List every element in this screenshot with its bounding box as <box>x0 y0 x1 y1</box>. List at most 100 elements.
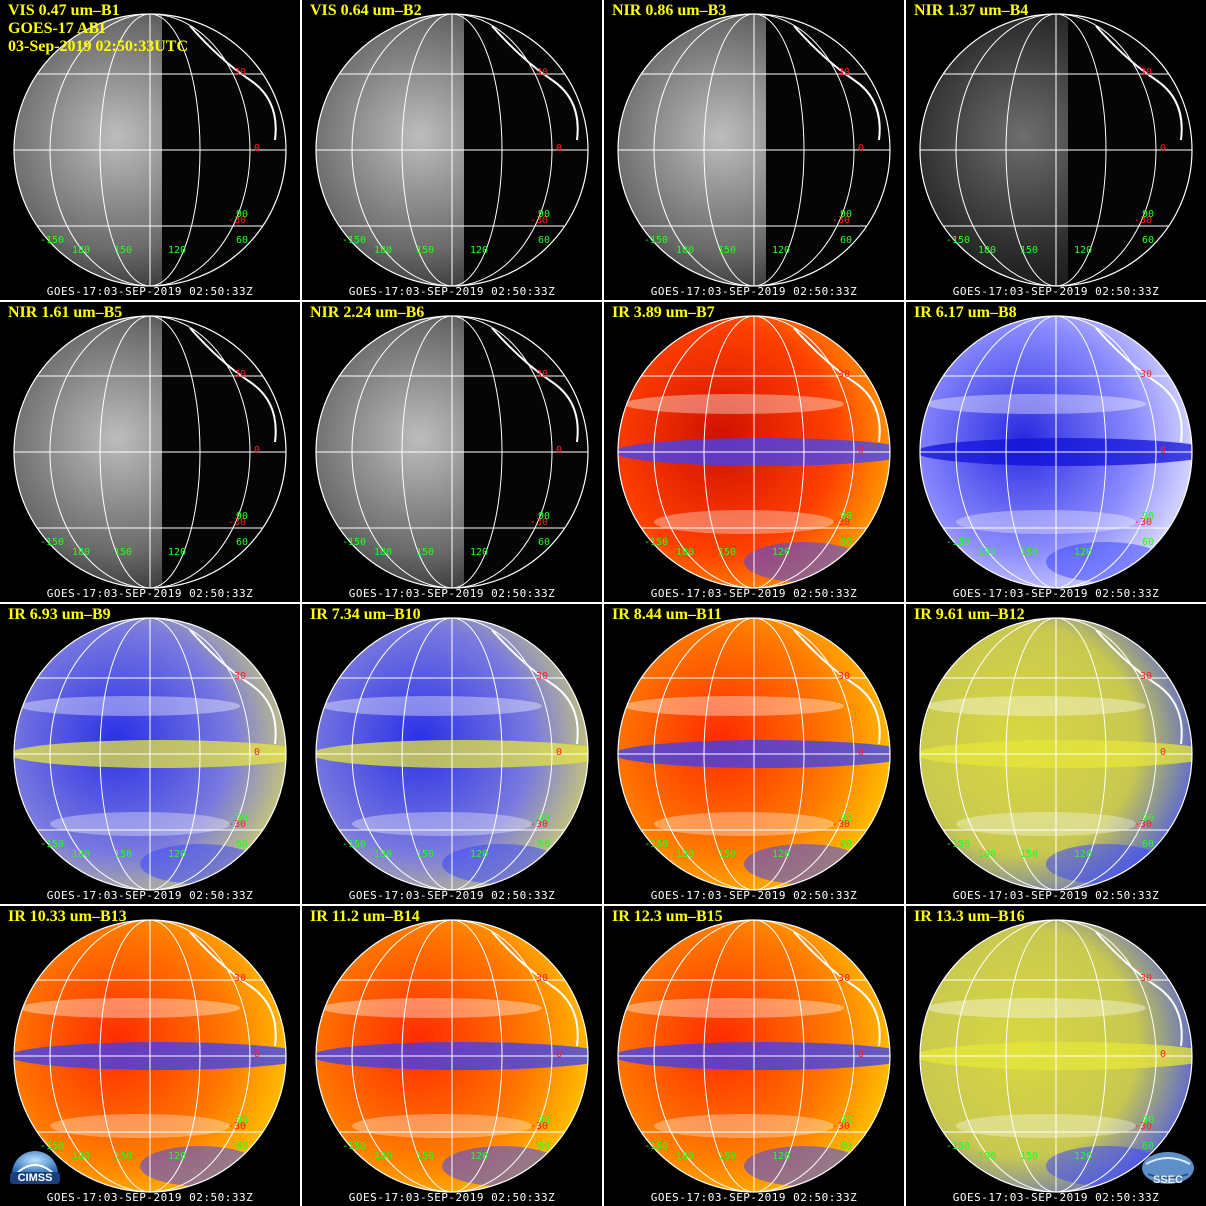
latitude-label: 30 <box>1140 67 1153 78</box>
longitude-label: 180 <box>676 1151 695 1162</box>
band-panel: IR 10.33 um–B13 30 0 -30 -150 180 150 120 60 90 GO… <box>0 905 301 1206</box>
latitude-label: 0 <box>254 143 261 154</box>
globe-image <box>315 13 589 287</box>
latitude-label: 0 <box>254 445 261 456</box>
latitude-label: 0 <box>858 445 865 456</box>
longitude-label: 90 <box>840 209 853 220</box>
timestamp-footer: GOES-17:03-SEP-2019 02:50:33Z <box>650 889 858 902</box>
longitude-label: 60 <box>840 1141 853 1152</box>
latitude-label: 30 <box>1140 973 1153 984</box>
longitude-label: 180 <box>978 1151 997 1162</box>
longitude-label: 90 <box>236 511 249 522</box>
longitude-label: 180 <box>676 245 695 256</box>
timestamp-footer: GOES-17:03-SEP-2019 02:50:33Z <box>46 285 254 298</box>
longitude-label: -150 <box>644 1141 669 1152</box>
band-panel: IR 9.61 um–B12 30 0 -30 -150 180 150 120 60 90 GOE… <box>905 603 1206 905</box>
longitude-label: 150 <box>416 1151 435 1162</box>
latitude-label: 0 <box>1160 143 1167 154</box>
latitude-label: 0 <box>254 1049 261 1060</box>
longitude-label: -150 <box>40 235 65 246</box>
band-title: VIS 0.64 um–B2 <box>310 2 422 19</box>
latitude-label: 30 <box>536 973 549 984</box>
latitude-label: -30 <box>1134 819 1153 830</box>
longitude-label: 60 <box>538 235 551 246</box>
timestamp-footer: GOES-17:03-SEP-2019 02:50:33Z <box>348 1191 556 1204</box>
longitude-label: -150 <box>342 839 367 850</box>
longitude-label: -150 <box>40 537 65 548</box>
longitude-label: 150 <box>718 245 737 256</box>
band-panel: IR 3.89 um–B7 30 0 -30 -150 180 150 120 60 90 GOES… <box>603 301 905 603</box>
band-title: IR 10.33 um–B13 <box>8 908 127 925</box>
longitude-label: 120 <box>168 245 187 256</box>
longitude-label: 150 <box>114 1151 133 1162</box>
band-panel: NIR 1.61 um–B5 30 0 -30 -150 180 150 120 60 90 GOE… <box>0 301 301 603</box>
latitude-label: -30 <box>832 1121 851 1132</box>
band-panel: VIS 0.47 um–B1 GOES-17 ABI 03-Sep-2019 02:… <box>0 0 301 301</box>
timestamp-footer: GOES-17:03-SEP-2019 02:50:33Z <box>650 587 858 600</box>
band-panel: NIR 0.86 um–B3 30 0 -30 -150 180 150 120 60 90 GOE… <box>603 0 905 301</box>
band-title: IR 7.34 um–B10 <box>310 606 421 623</box>
longitude-label: -150 <box>40 839 65 850</box>
band-title: IR 8.44 um–B11 <box>612 606 722 623</box>
latitude-label: -30 <box>1134 517 1153 528</box>
longitude-label: -150 <box>644 839 669 850</box>
longitude-label: 180 <box>374 849 393 860</box>
ssec-logo: SSEC <box>1140 1148 1196 1188</box>
globe-image <box>315 617 589 891</box>
longitude-label: 60 <box>1142 1141 1155 1152</box>
latitude-label: 30 <box>1140 369 1153 380</box>
cimss-logo: CIMSS <box>6 1134 64 1186</box>
longitude-label: 180 <box>72 245 91 256</box>
longitude-label: 180 <box>978 245 997 256</box>
longitude-label: -150 <box>644 235 669 246</box>
globe-image <box>617 919 891 1193</box>
latitude-label: -30 <box>832 215 851 226</box>
band-title: NIR 1.37 um–B4 <box>914 2 1029 19</box>
globe-image <box>13 315 287 589</box>
longitude-label: 180 <box>978 547 997 558</box>
longitude-label: 90 <box>236 1115 249 1126</box>
longitude-label: 120 <box>470 1151 489 1162</box>
band-title: IR 12.3 um–B15 <box>612 908 723 925</box>
latitude-label: 0 <box>858 143 865 154</box>
latitude-label: -30 <box>530 517 549 528</box>
latitude-label: 30 <box>234 973 247 984</box>
latitude-label: 30 <box>838 973 851 984</box>
latitude-label: 0 <box>1160 445 1167 456</box>
longitude-label: 180 <box>978 849 997 860</box>
ssec-logo-emblem <box>1142 1152 1194 1184</box>
timestamp-footer: GOES-17:03-SEP-2019 02:50:33Z <box>348 889 556 902</box>
latitude-label: -30 <box>228 517 247 528</box>
longitude-label: 90 <box>538 813 551 824</box>
latitude-label: -30 <box>530 1121 549 1132</box>
globe-image <box>617 617 891 891</box>
longitude-label: 180 <box>72 849 91 860</box>
longitude-label: 180 <box>676 547 695 558</box>
band-title: IR 6.17 um–B8 <box>914 304 1017 321</box>
longitude-label: 90 <box>538 209 551 220</box>
band-panel: VIS 0.64 um–B2 30 0 -30 -150 180 150 120 60 90 GOE… <box>301 0 603 301</box>
ssec-logo-text: SSEC <box>1153 1174 1183 1186</box>
longitude-label: 60 <box>538 1141 551 1152</box>
globe-image <box>13 919 287 1193</box>
band-panel: IR 8.44 um–B11 30 0 -30 -150 180 150 120 60 90 GOE… <box>603 603 905 905</box>
longitude-label: -150 <box>946 537 971 548</box>
globe-image <box>315 315 589 589</box>
longitude-label: 90 <box>840 511 853 522</box>
longitude-label: 60 <box>840 839 853 850</box>
latitude-label: -30 <box>530 215 549 226</box>
datetime-label: 03-Sep-2019 02:50:33UTC <box>8 38 188 55</box>
longitude-label: 60 <box>236 235 249 246</box>
longitude-label: -150 <box>644 537 669 548</box>
band-panel: IR 11.2 um–B14 30 0 -30 -150 180 150 120 60 90 GOE… <box>301 905 603 1206</box>
latitude-label: 0 <box>254 747 261 758</box>
latitude-label: 0 <box>556 445 563 456</box>
longitude-label: 120 <box>1074 547 1093 558</box>
latitude-label: 30 <box>234 67 247 78</box>
longitude-label: 120 <box>772 1151 791 1162</box>
band-title: IR 9.61 um–B12 <box>914 606 1025 623</box>
longitude-label: 150 <box>114 245 133 256</box>
longitude-label: 60 <box>538 839 551 850</box>
latitude-label: -30 <box>530 819 549 830</box>
band-title: NIR 0.86 um–B3 <box>612 2 727 19</box>
